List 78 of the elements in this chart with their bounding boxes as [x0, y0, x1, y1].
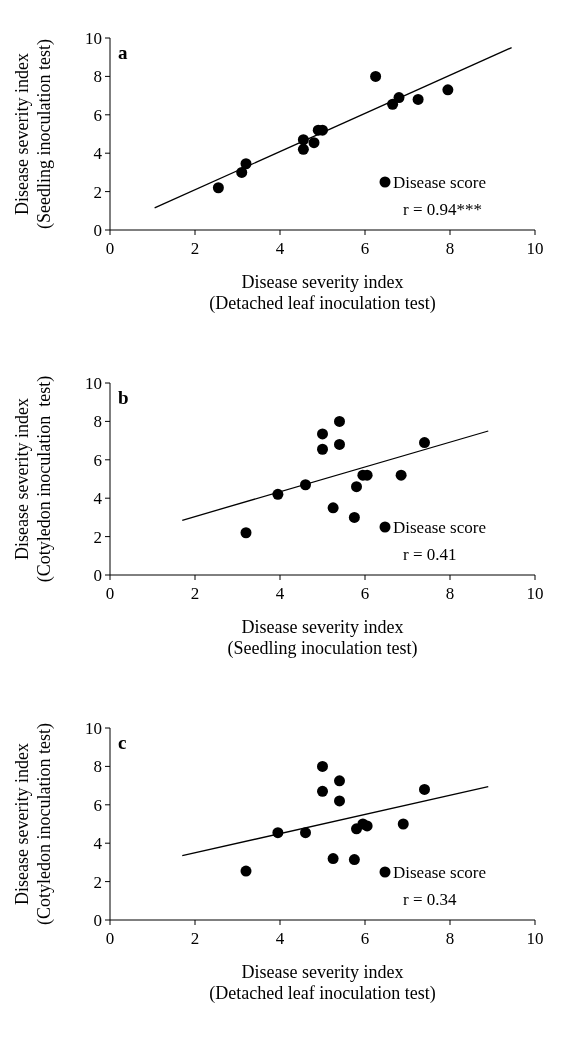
y-axis-title: Disease severity index (Cotyledon inoculation test)	[12, 723, 55, 925]
x-tick-label: 6	[360, 239, 370, 258]
y-tick-label: 10	[85, 374, 102, 393]
x-tick-label: 8	[445, 239, 455, 258]
point	[317, 428, 328, 440]
y-tick-label: 8	[93, 67, 102, 87]
legend-label: Disease score	[393, 863, 486, 882]
x-axis-title: Disease severity index (Seedling inoculation test)	[227, 617, 418, 659]
x-axis-title: Disease severity index (Detached leaf inoculation test)	[209, 272, 436, 314]
x-tick-label: 0	[105, 929, 115, 948]
point	[419, 783, 430, 795]
y-tick-label: 8	[93, 412, 102, 432]
point	[334, 775, 345, 787]
point	[412, 93, 424, 105]
point	[212, 182, 224, 194]
point	[308, 137, 320, 149]
x-tick-label: 0	[105, 239, 115, 258]
point	[327, 502, 339, 514]
y-tick-label: 0	[93, 911, 102, 930]
x-tick-label: 2	[190, 929, 200, 948]
x-tick-label: 0	[105, 584, 115, 603]
point	[317, 443, 328, 455]
x-tick-label: 4	[275, 584, 285, 603]
y-tick-label: 4	[93, 144, 103, 164]
point	[240, 527, 252, 539]
y-tick-label: 4	[93, 489, 103, 509]
point	[361, 820, 373, 832]
annotation: r = 0.34	[403, 890, 457, 909]
y-tick-label: 4	[93, 834, 103, 854]
point	[419, 437, 430, 449]
chart-title: b	[118, 387, 129, 408]
annotation: r = 0.41	[403, 545, 457, 564]
point	[297, 143, 309, 155]
y-tick-label: 2	[93, 527, 102, 547]
chart-title: a	[118, 42, 128, 63]
x-tick-label: 2	[190, 584, 200, 603]
x-tick-label: 8	[445, 584, 455, 603]
point	[317, 760, 328, 772]
x-tick-label: 8	[445, 929, 455, 948]
point	[397, 818, 409, 830]
point	[351, 481, 362, 493]
chart-title: c	[118, 732, 127, 753]
y-axis-title: Disease severity index (Seedling inoculation test)	[12, 39, 55, 229]
point	[334, 795, 345, 807]
x-axis-title: Disease severity index (Detached leaf inoculation test)	[209, 962, 436, 1004]
y-tick-label: 8	[93, 757, 102, 777]
x-tick-label: 4	[275, 929, 285, 948]
y-tick-label: 2	[93, 872, 102, 892]
y-tick-label: 6	[93, 795, 102, 815]
point	[334, 438, 345, 450]
point	[327, 853, 339, 865]
x-tick-label: 6	[360, 584, 370, 603]
annotation: r = 0.94***	[403, 200, 482, 219]
x-tick-label: 10	[526, 929, 544, 948]
y-tick-label: 6	[93, 450, 102, 470]
point	[334, 415, 345, 427]
y-tick-label: 6	[93, 105, 102, 125]
point	[348, 511, 360, 523]
y-tick-label: 2	[93, 182, 102, 202]
x-tick-label: 4	[275, 239, 285, 258]
y-tick-label: 10	[85, 29, 102, 48]
x-tick-label: 10	[526, 584, 544, 603]
point	[317, 785, 328, 797]
y-tick-label: 0	[93, 566, 102, 585]
y-tick-label: 10	[85, 719, 102, 738]
legend-label: Disease score	[393, 518, 486, 537]
legend-label: Disease score	[393, 173, 486, 192]
x-tick-label: 10	[526, 239, 544, 258]
x-tick-label: 6	[360, 929, 370, 948]
point	[300, 827, 311, 839]
x-tick-label: 2	[190, 239, 200, 258]
y-tick-label: 0	[93, 221, 102, 240]
point	[370, 70, 382, 82]
point	[348, 854, 360, 866]
y-axis-title: Disease severity index (Cotyledon inoculation test)	[12, 375, 55, 583]
point	[240, 865, 252, 877]
point	[442, 84, 454, 96]
point	[395, 469, 407, 481]
